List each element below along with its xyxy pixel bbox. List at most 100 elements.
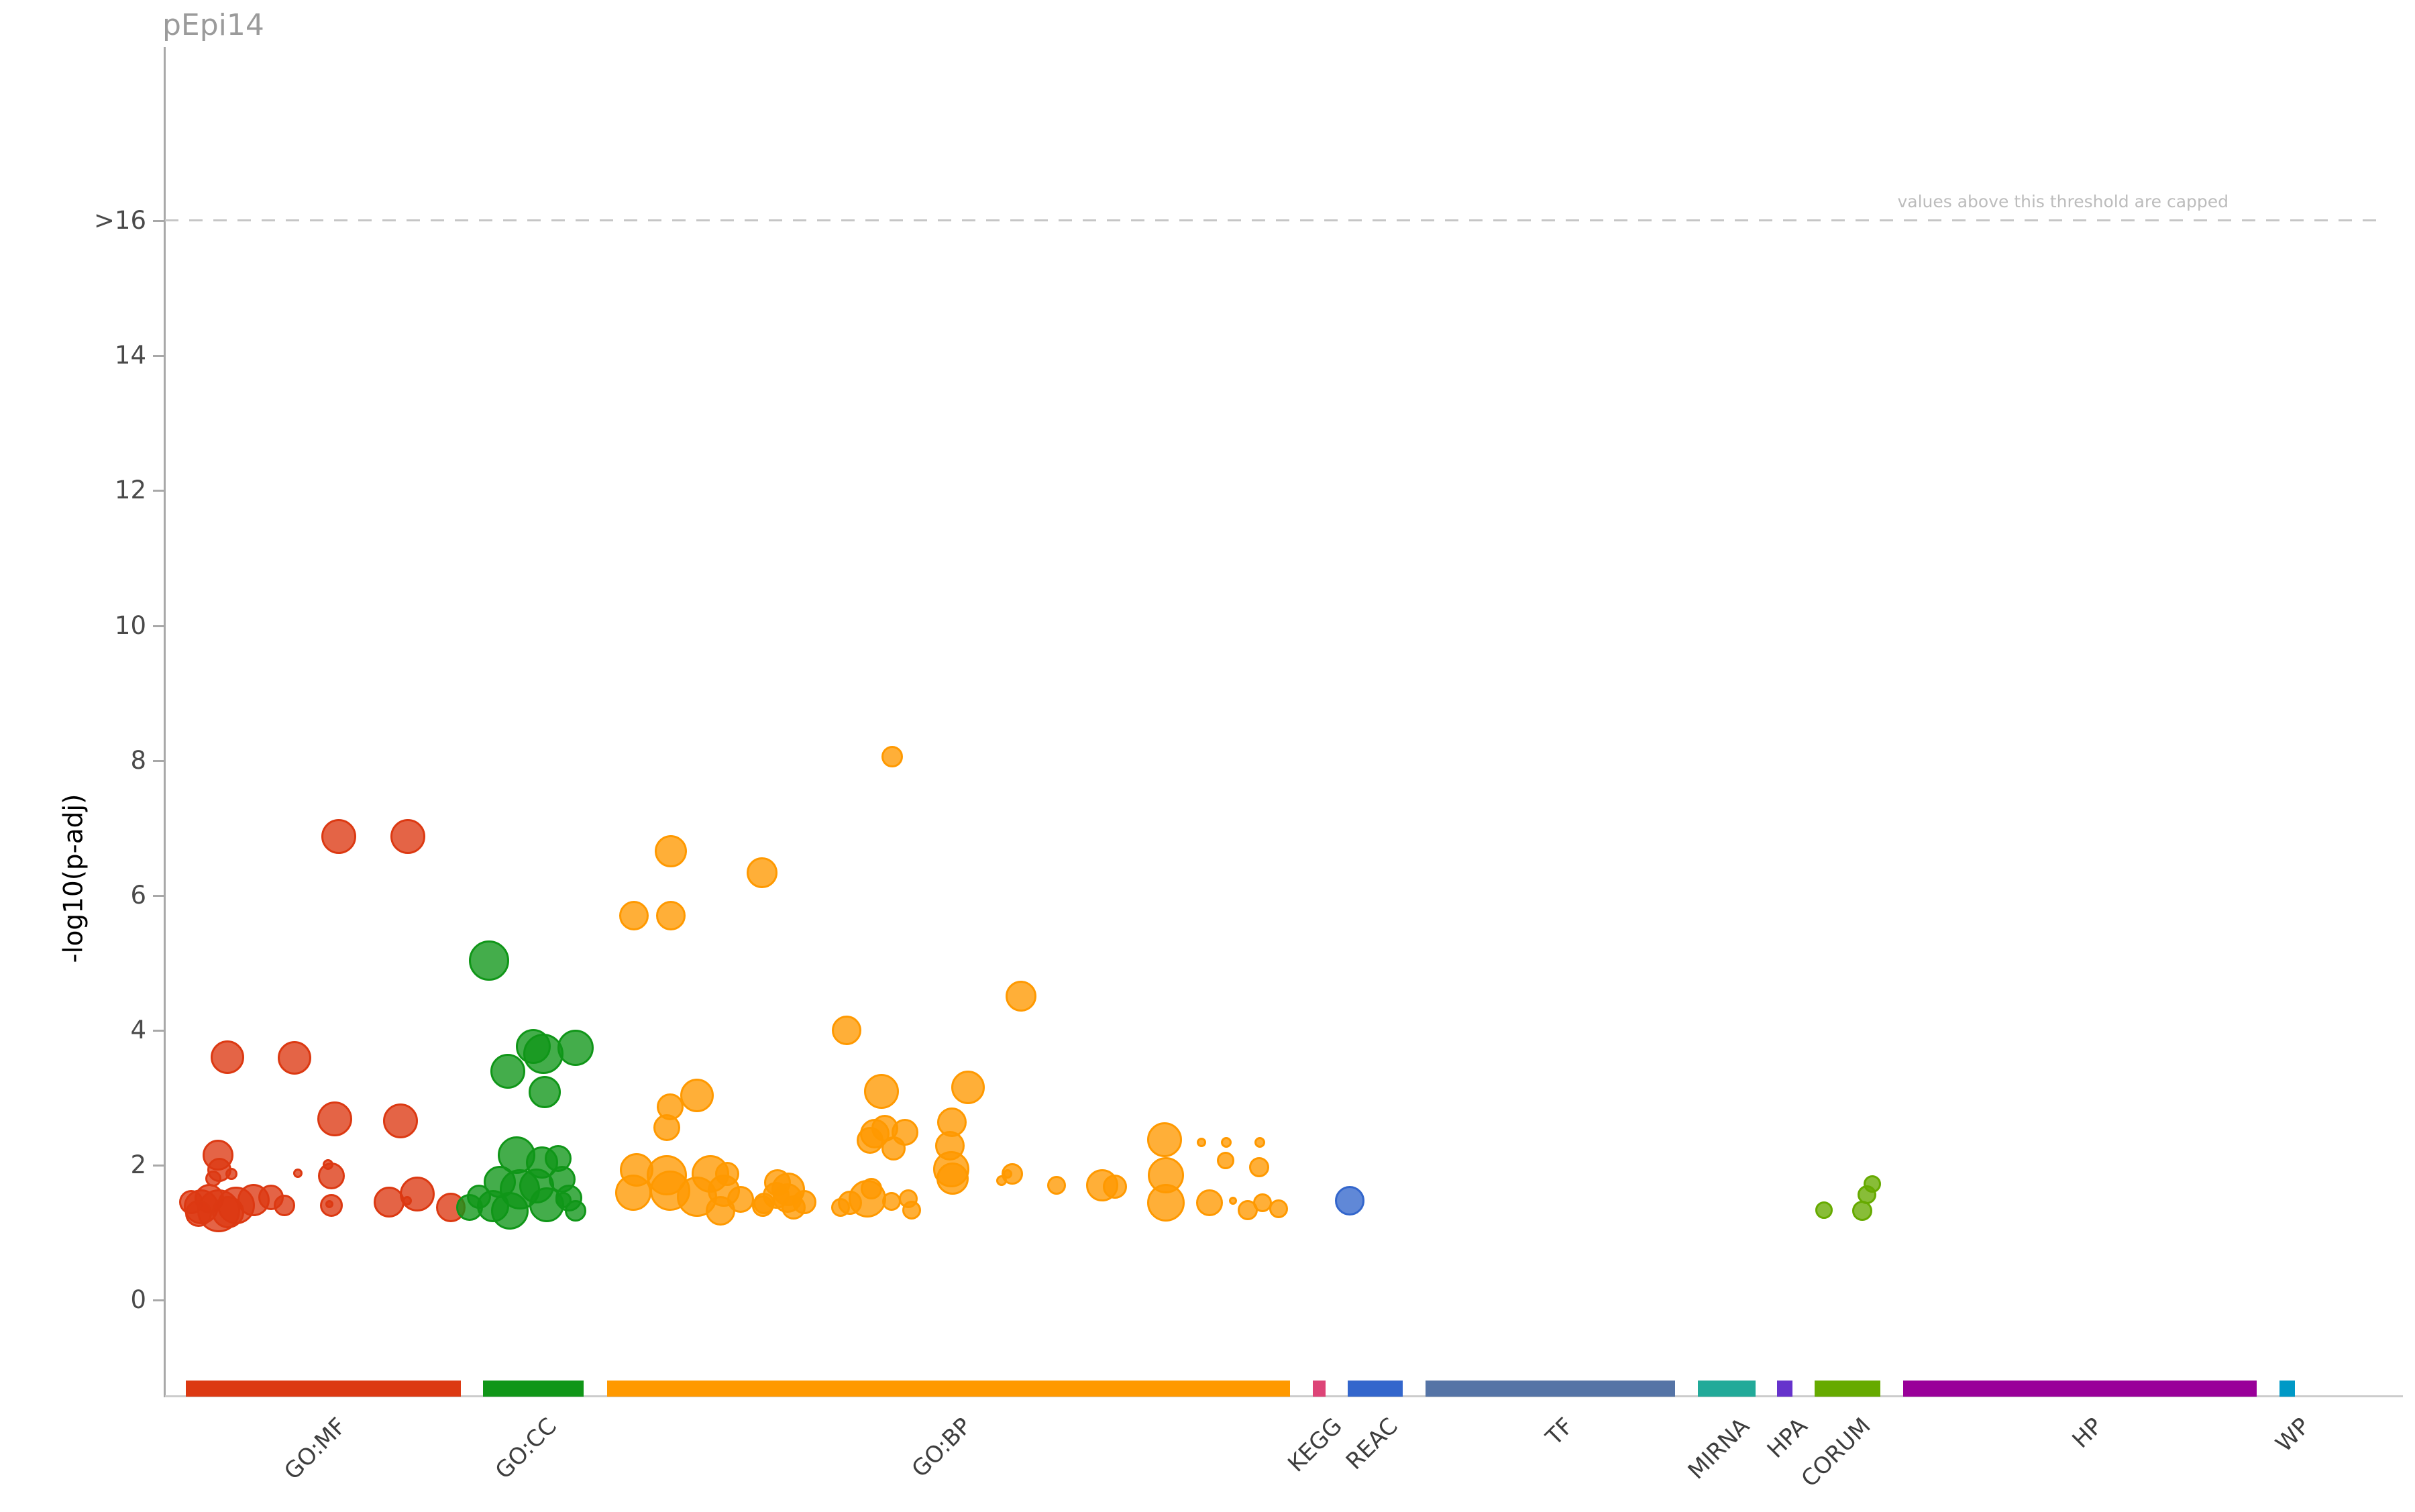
source-bar-go-mf [186, 1381, 461, 1397]
source-bar-tf [1426, 1381, 1675, 1397]
y-tick-mark [153, 894, 164, 897]
source-bar-hpa [1777, 1381, 1792, 1397]
term-dot-go-bp[interactable] [902, 1201, 921, 1220]
term-dot-go-bp[interactable] [680, 1079, 714, 1113]
term-dot-go-bp[interactable] [1221, 1136, 1232, 1148]
y-tick-mark [153, 1299, 164, 1301]
term-dot-go-bp[interactable] [656, 900, 686, 930]
term-dot-go-bp[interactable] [706, 1196, 735, 1226]
term-dot-go-bp[interactable] [715, 1161, 739, 1186]
term-dot-go-cc[interactable] [491, 1192, 529, 1230]
source-bar-corum [1815, 1381, 1880, 1397]
y-tick-label: 4 [130, 1015, 146, 1044]
term-dot-go-bp[interactable] [832, 1015, 861, 1045]
term-dot-go-mf[interactable] [278, 1041, 311, 1075]
term-dot-go-bp[interactable] [936, 1163, 969, 1195]
term-dot-go-bp[interactable] [831, 1198, 850, 1218]
y-tick-label: 12 [114, 476, 146, 505]
term-dot-go-mf[interactable] [274, 1195, 295, 1217]
cap-threshold-note: values above this threshold are capped [1897, 192, 2229, 211]
term-dot-go-bp[interactable] [747, 857, 777, 888]
term-dot-go-mf[interactable] [185, 1200, 212, 1228]
y-tick-mark [153, 1164, 164, 1167]
term-dot-go-bp[interactable] [1254, 1136, 1265, 1148]
term-dot-go-mf[interactable] [390, 819, 425, 855]
term-dot-corum[interactable] [1815, 1201, 1833, 1220]
term-dot-go-bp[interactable] [1047, 1176, 1066, 1195]
y-tick-mark [153, 1029, 164, 1032]
term-dot-go-bp[interactable] [1229, 1197, 1237, 1205]
source-bar-wp [2279, 1381, 2295, 1397]
source-label-wp: WP [2271, 1413, 2316, 1458]
term-dot-go-mf[interactable] [402, 1196, 412, 1206]
plot-title: pEpi14 [162, 8, 264, 42]
term-dot-go-mf[interactable] [321, 819, 356, 855]
term-dot-go-bp[interactable] [1217, 1151, 1234, 1169]
term-dot-go-mf[interactable] [325, 1200, 333, 1209]
source-label-mirna: MIRNA [1683, 1413, 1756, 1485]
term-dot-go-bp[interactable] [864, 1074, 899, 1110]
term-dot-go-mf[interactable] [225, 1167, 237, 1180]
y-tick-label: 2 [130, 1150, 146, 1179]
term-dot-go-mf[interactable] [400, 1177, 435, 1212]
term-dot-go-cc[interactable] [523, 1033, 564, 1074]
source-label-go-bp: GO:BP [906, 1413, 977, 1483]
y-tick-label: 10 [114, 610, 146, 640]
term-dot-go-bp[interactable] [951, 1071, 985, 1105]
y-tick-mark [153, 490, 164, 492]
y-axis-line [164, 47, 166, 1397]
term-dot-go-bp[interactable] [1147, 1122, 1182, 1157]
term-dot-go-bp[interactable] [1249, 1156, 1269, 1177]
term-dot-go-bp[interactable] [619, 900, 649, 930]
source-label-corum: CORUM [1796, 1413, 1876, 1493]
term-dot-go-bp[interactable] [653, 1114, 680, 1141]
term-dot-go-bp[interactable] [655, 835, 687, 868]
y-tick-label: 8 [130, 745, 146, 775]
term-dot-go-mf[interactable] [212, 1196, 244, 1229]
source-label-kegg: KEGG [1283, 1413, 1348, 1478]
term-dot-go-mf[interactable] [317, 1101, 352, 1136]
term-dot-go-bp[interactable] [857, 1126, 883, 1154]
source-label-hpa: HPA [1762, 1413, 1813, 1464]
term-dot-corum[interactable] [1852, 1201, 1872, 1222]
y-tick-label: 14 [114, 341, 146, 370]
term-dot-go-mf[interactable] [211, 1040, 244, 1075]
source-label-go-mf: GO:MF [279, 1413, 352, 1486]
source-bar-kegg [1313, 1381, 1326, 1397]
term-dot-go-bp[interactable] [615, 1175, 651, 1211]
term-dot-go-bp[interactable] [1006, 980, 1036, 1012]
cap-threshold-line [165, 219, 2380, 221]
term-dot-go-mf[interactable] [320, 1194, 343, 1218]
term-dot-go-mf[interactable] [293, 1168, 303, 1178]
source-bar-hp [1903, 1381, 2257, 1397]
term-dot-go-bp[interactable] [782, 1195, 806, 1220]
term-dot-go-bp[interactable] [1147, 1184, 1185, 1222]
term-dot-reac[interactable] [1335, 1186, 1364, 1216]
term-dot-go-bp[interactable] [881, 745, 903, 767]
term-dot-go-mf[interactable] [318, 1162, 345, 1189]
y-tick-label: 0 [130, 1285, 146, 1314]
term-dot-go-cc[interactable] [557, 1029, 594, 1066]
term-dot-go-mf[interactable] [383, 1103, 418, 1138]
source-label-tf: TF [1540, 1413, 1579, 1451]
term-dot-go-bp[interactable] [1269, 1199, 1288, 1219]
term-dot-go-cc[interactable] [555, 1192, 572, 1209]
term-dot-go-bp[interactable] [1197, 1137, 1206, 1147]
term-dot-go-cc[interactable] [490, 1054, 525, 1089]
term-dot-go-bp[interactable] [881, 1136, 906, 1160]
term-dot-go-cc[interactable] [529, 1076, 561, 1109]
term-dot-go-bp[interactable] [996, 1175, 1007, 1187]
y-tick-mark [153, 220, 164, 223]
term-dot-go-mf[interactable] [374, 1187, 405, 1218]
term-dot-go-bp[interactable] [752, 1195, 773, 1218]
y-tick-mark [153, 355, 164, 358]
source-bar-mirna [1698, 1381, 1756, 1397]
source-label-go-cc: GO:CC [490, 1413, 562, 1485]
source-bar-go-cc [483, 1381, 584, 1397]
term-dot-go-cc[interactable] [469, 940, 509, 981]
y-tick-label: >16 [93, 206, 146, 235]
term-dot-go-bp[interactable] [1196, 1189, 1223, 1217]
term-dot-go-bp[interactable] [1103, 1175, 1127, 1199]
term-dot-go-cc[interactable] [456, 1194, 483, 1222]
